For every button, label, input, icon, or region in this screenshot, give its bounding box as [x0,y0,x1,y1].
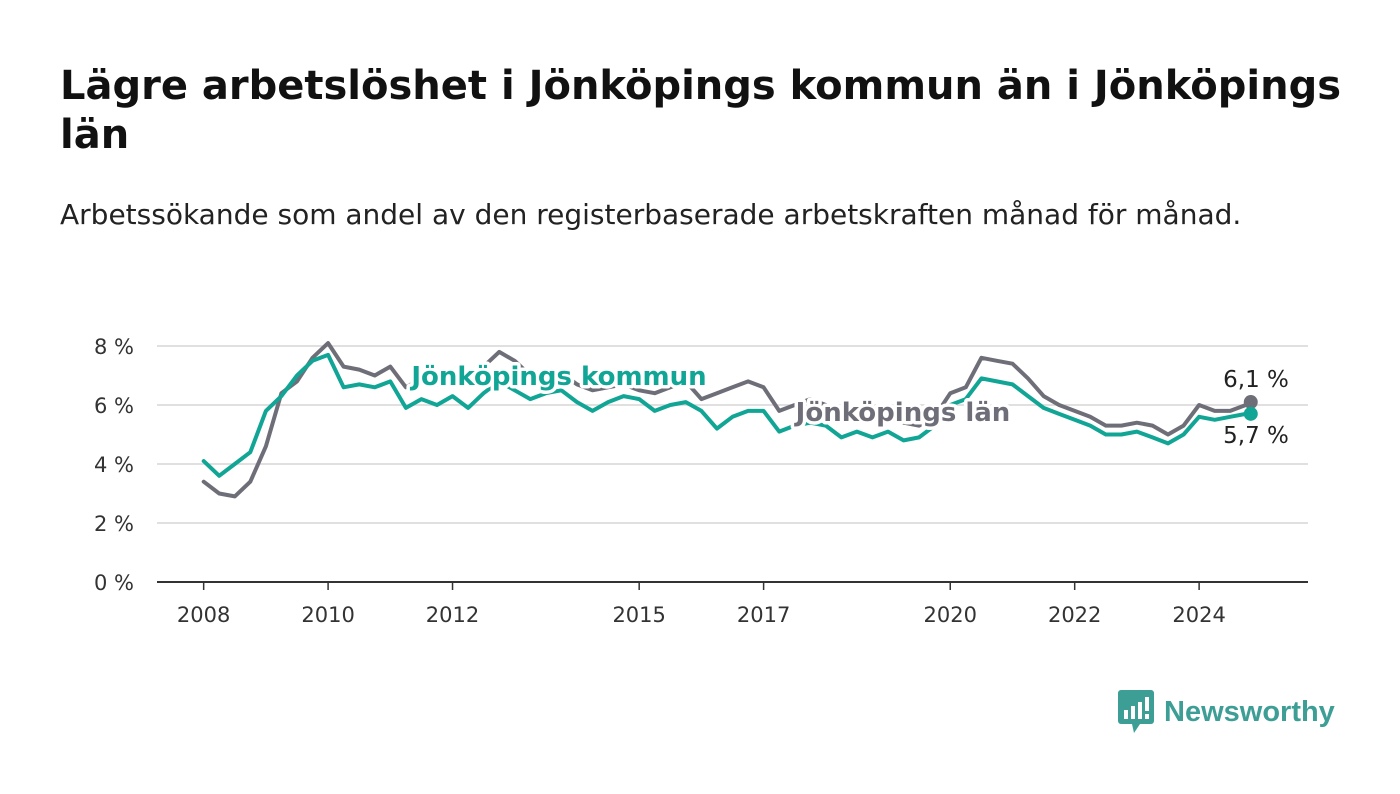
series-line-lan [201,341,1253,499]
newsworthy-logo: Newsworthy [1118,690,1335,734]
x-tick-label: 2024 [1172,603,1225,627]
x-tick-label: 2012 [426,603,479,627]
end-point-kommun [1243,406,1258,421]
x-tick-label: 2017 [737,603,790,627]
x-tick-label: 2020 [924,603,977,627]
y-tick-label: 8 % [94,335,134,359]
chart-title: Lägre arbetslöshet i Jönköpings kommun ä… [60,63,1342,158]
logo-text: Newsworthy [1164,695,1335,728]
end-value-kommun: 5,7 % [1223,423,1289,449]
y-tick-label: 4 % [94,453,134,477]
series-line-kommun [201,352,1253,478]
y-axis-ticks: 0 % 2 % 4 % 6 % 8 % [94,335,134,595]
series-label-kommun: Jönköpings kommun [409,362,706,392]
series-label-lan: Jönköpings län [794,398,1011,428]
x-tick-label: 2015 [612,603,665,627]
end-value-lan: 6,1 % [1223,367,1289,393]
series-labels: Jönköpings län 6,1 % Jönköpings kommun 5,7 … [406,359,1292,452]
x-axis-ticks: 2008 2010 2012 2015 2017 2020 2022 2024 [177,582,1226,627]
y-tick-label: 2 % [94,512,134,536]
bar-chart-icon [1118,690,1154,733]
y-tick-label: 6 % [94,394,134,418]
y-tick-label: 0 % [94,571,134,595]
x-tick-label: 2022 [1048,603,1101,627]
chart-subtitle: Arbetssökande som andel av den registerb… [60,198,1242,231]
gridlines [157,345,1308,583]
series-lines [201,341,1258,499]
x-tick-label: 2010 [301,603,354,627]
end-point-lan [1243,395,1258,410]
x-tick-label: 2008 [177,603,230,627]
